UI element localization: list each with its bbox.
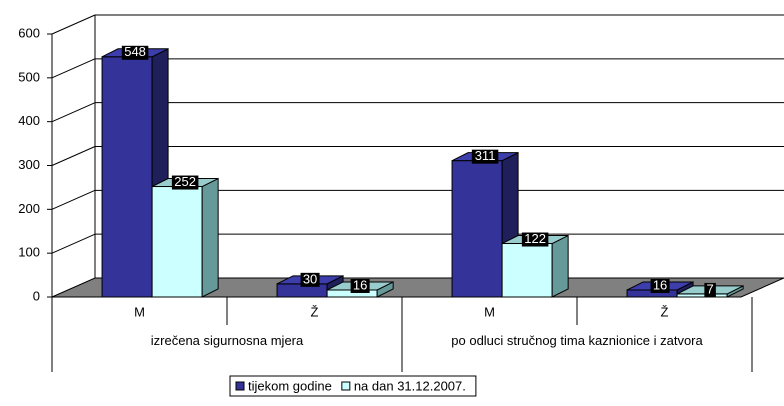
grid-line — [51, 233, 96, 254]
value-label-bg — [471, 149, 499, 164]
value-label: 16 — [653, 277, 667, 292]
x-tick-label: M — [484, 304, 495, 319]
value-label-bg — [171, 175, 199, 190]
bar — [151, 186, 203, 298]
value-label: 16 — [353, 277, 367, 292]
grid-line — [51, 14, 96, 35]
x-tick-label: Ž — [311, 304, 319, 319]
value-label-bg — [300, 272, 320, 287]
group-label-box: po odluci stručnog tima kaznionice i zat… — [451, 333, 703, 348]
y-tick-label: 300 — [18, 157, 40, 172]
y-tick-label: 100 — [18, 245, 40, 260]
value-label: 7 — [707, 281, 714, 296]
legend-label: na dan 31.12.2007. — [354, 378, 466, 393]
grid-line — [51, 146, 96, 166]
bar — [101, 56, 153, 298]
bar-side — [551, 234, 569, 298]
value-label: 311 — [475, 148, 496, 163]
x-tick-label: M — [134, 304, 145, 319]
group-label: po odluci stručnog tima kaznionice i zat… — [451, 333, 703, 348]
legend-swatch — [341, 381, 351, 391]
value-label-bg — [650, 278, 670, 293]
value-label-bg — [704, 282, 716, 297]
y-tick-label: 0 — [33, 288, 40, 303]
legend-box — [229, 375, 477, 397]
grid-line — [51, 189, 96, 210]
value-label: 252 — [174, 174, 196, 189]
value-label-bg — [121, 45, 149, 60]
y-tick-label: 200 — [18, 201, 40, 216]
bar — [451, 160, 503, 298]
bar-side — [201, 177, 219, 298]
legend-swatch — [235, 381, 245, 391]
grid-line — [51, 102, 96, 123]
value-label: 548 — [124, 44, 146, 59]
grid-line — [51, 58, 96, 79]
value-label-bg — [350, 278, 370, 293]
y-tick-label: 500 — [18, 69, 40, 84]
group-label: izrečena sigurnosna mjera — [150, 333, 304, 348]
y-tick-label: 400 — [18, 113, 40, 128]
value-label: 30 — [303, 271, 317, 286]
bar — [501, 243, 553, 298]
value-label: 122 — [524, 231, 546, 246]
y-tick-label: 600 — [18, 25, 40, 40]
legend-label: tijekom godine — [248, 378, 332, 393]
value-label-bg — [521, 232, 549, 247]
group-label-box: izrečena sigurnosna mjera — [150, 333, 304, 348]
x-tick-label: Ž — [661, 304, 669, 319]
